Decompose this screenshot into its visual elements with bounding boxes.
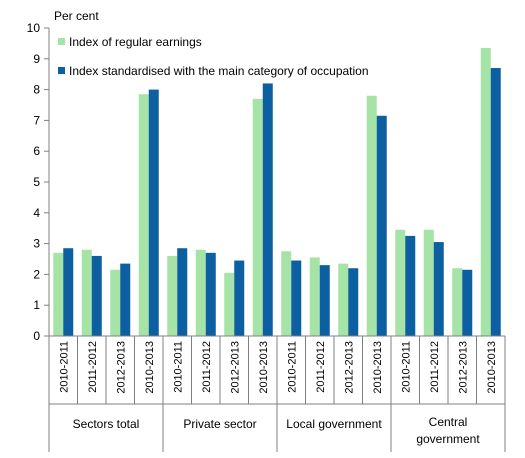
bar-standardised-index — [63, 248, 74, 336]
y-tick-label: 4 — [33, 206, 40, 220]
x-tick-label: 2011-2012 — [87, 341, 99, 393]
bar-standardised-index — [348, 268, 359, 336]
y-tick-label: 10 — [27, 21, 41, 35]
bar-regular-earnings — [338, 263, 349, 336]
legend-label: Index of regular earnings — [69, 35, 202, 49]
legend-swatch — [58, 38, 65, 45]
x-tick-label: 2010-2011 — [400, 341, 412, 393]
axes — [48, 28, 506, 452]
legend-swatch — [58, 67, 65, 74]
group-label: Sectors total — [73, 417, 140, 431]
bar-standardised-index — [433, 242, 444, 336]
legend-label: Index standardised with the main categor… — [69, 64, 369, 78]
x-tick-label: 2012-2013 — [343, 341, 355, 394]
group-label: Private sector — [183, 417, 256, 431]
x-tick-label: 2010-2013 — [372, 341, 384, 394]
y-ticks: 0 1 2 3 4 5 6 7 8 9 10 — [27, 21, 49, 343]
bar-standardised-index — [148, 89, 159, 336]
y-tick-label: 9 — [33, 52, 40, 66]
y-tick-label: 6 — [33, 144, 40, 158]
bar-regular-earnings — [281, 251, 292, 336]
bar-regular-earnings — [452, 268, 463, 336]
bar-regular-earnings — [81, 249, 92, 336]
group-label: Central government — [416, 415, 480, 446]
bar-standardised-index — [91, 255, 102, 336]
y-tick-label: 1 — [33, 298, 40, 312]
bar-regular-earnings — [423, 229, 434, 336]
x-tick-label: 2012-2013 — [115, 341, 127, 394]
y-tick-label: 3 — [33, 237, 40, 251]
bar-standardised-index — [177, 248, 188, 336]
bar-regular-earnings — [224, 272, 235, 336]
bar-standardised-index — [462, 269, 473, 336]
bar-standardised-index — [376, 115, 387, 336]
bar-regular-earnings — [366, 95, 377, 336]
y-tick-label: 5 — [33, 175, 40, 189]
bar-regular-earnings — [195, 249, 206, 336]
x-tick-label: 2011-2012 — [201, 341, 213, 393]
bar-standardised-index — [291, 260, 302, 336]
group-label: Local government — [286, 417, 382, 431]
bars — [53, 48, 501, 337]
bar-regular-earnings — [480, 48, 491, 337]
x-tick-label: 2012-2013 — [229, 341, 241, 394]
y-tick-label: 7 — [33, 113, 40, 127]
bar-regular-earnings — [53, 252, 64, 336]
bar-standardised-index — [205, 252, 216, 336]
bar-regular-earnings — [110, 269, 121, 336]
bar-standardised-index — [234, 260, 245, 336]
y-tick-label: 8 — [33, 83, 40, 97]
x-tick-label: 2010-2011 — [58, 341, 70, 393]
bar-standardised-index — [405, 235, 416, 336]
bar-regular-earnings — [252, 98, 263, 336]
x-tick-label: 2010-2011 — [286, 341, 298, 393]
legend: Index of regular earnings Index standardi… — [58, 35, 369, 78]
x-tick-label: 2011-2012 — [315, 341, 327, 393]
category-labels: 2010-2011 2011-2012 2012-2013 2010-2013 2010… — [58, 341, 498, 394]
x-tick-label: 2012-2013 — [457, 341, 469, 394]
y-tick-label: 0 — [33, 329, 40, 343]
bar-regular-earnings — [309, 257, 320, 336]
bar-standardised-index — [319, 265, 330, 336]
x-tick-label: 2011-2012 — [429, 341, 441, 393]
y-axis-label: Per cent — [54, 9, 99, 23]
x-tick-label: 2010-2013 — [258, 341, 270, 394]
group-labels: Sectors total Private sector Local governm… — [73, 415, 481, 446]
bar-regular-earnings — [395, 229, 406, 336]
y-tick-label: 2 — [33, 267, 40, 281]
bar-standardised-index — [262, 83, 273, 336]
bar-standardised-index — [490, 68, 501, 336]
x-tick-label: 2010-2013 — [486, 341, 498, 394]
x-tick-label: 2010-2011 — [172, 341, 184, 393]
x-tick-label: 2010-2013 — [144, 341, 156, 394]
bar-regular-earnings — [167, 255, 178, 336]
bar-standardised-index — [120, 263, 131, 336]
bar-regular-earnings — [138, 94, 149, 336]
